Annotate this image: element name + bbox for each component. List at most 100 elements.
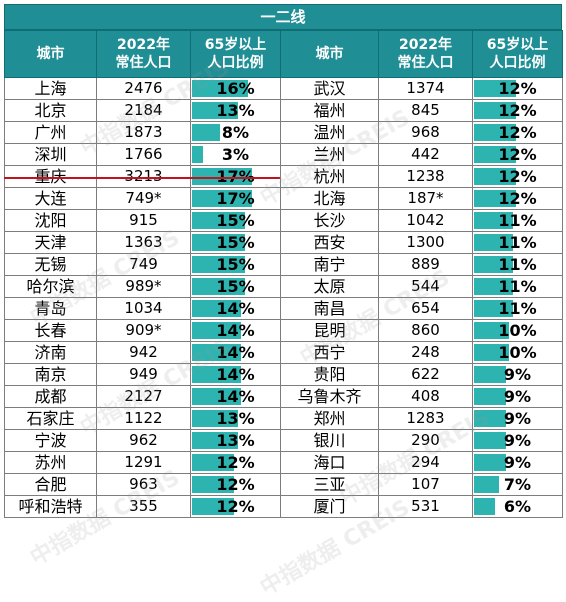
ratio-bar-fill bbox=[192, 498, 234, 515]
ratio-bar-fill bbox=[192, 410, 238, 427]
table-row: 济南 942 14% 西宁 248 10% bbox=[4, 341, 563, 364]
table-row: 深圳 1766 3% 兰州 442 12% bbox=[4, 143, 563, 166]
ratio-bar-fill bbox=[192, 432, 238, 449]
city-cell: 哈尔滨 bbox=[4, 275, 97, 298]
city-cell: 长沙 bbox=[280, 209, 379, 232]
population-cell: 442 bbox=[378, 143, 473, 166]
table-row: 无锡 749 15% 南宁 889 11% bbox=[4, 253, 563, 276]
population-cell: 909* bbox=[96, 319, 191, 342]
header-ratio-line2: 人口比例 bbox=[489, 55, 546, 71]
city-cell: 杭州 bbox=[280, 165, 379, 188]
table-row: 成都 2127 14% 乌鲁木齐 408 9% bbox=[4, 385, 563, 408]
table-row: 长春 909* 14% 昆明 860 10% bbox=[4, 319, 563, 342]
ratio-percent-label: 12% bbox=[498, 79, 537, 98]
population-cell: 622 bbox=[378, 363, 473, 386]
city-cell: 合肥 bbox=[4, 473, 97, 496]
ratio-bar-fill bbox=[474, 146, 516, 163]
ratio-percent-label: 17% bbox=[191, 166, 280, 187]
ratio-bar-fill bbox=[192, 234, 245, 251]
header-ratio-line1: 65岁以上 bbox=[486, 37, 549, 53]
population-cell: 2127 bbox=[96, 385, 191, 408]
city-cell: 呼和浩特 bbox=[4, 495, 97, 518]
ratio-bar-fill bbox=[474, 80, 516, 97]
ratio-bar-cell: 11% bbox=[472, 275, 563, 298]
population-cell: 544 bbox=[378, 275, 473, 298]
ratio-bar-fill bbox=[192, 322, 241, 339]
population-cell: 989* bbox=[96, 275, 191, 298]
ratio-bar-fill bbox=[192, 388, 241, 405]
ratio-bar-fill bbox=[192, 146, 203, 163]
ratio-percent-label: 17% bbox=[216, 189, 255, 208]
city-cell: 南昌 bbox=[280, 297, 379, 320]
city-cell: 大连 bbox=[4, 187, 97, 210]
population-cell: 845 bbox=[378, 99, 473, 122]
city-cell: 无锡 bbox=[4, 253, 97, 276]
city-cell: 沈阳 bbox=[4, 209, 97, 232]
ratio-bar-cell: 8% bbox=[190, 121, 281, 144]
population-cell: 1300 bbox=[378, 231, 473, 254]
ratio-bar-cell: 11% bbox=[472, 297, 563, 320]
ratio-percent-label: 7% bbox=[503, 475, 532, 494]
ratio-bar-fill bbox=[192, 190, 252, 207]
ratio-percent-label: 12% bbox=[216, 497, 255, 516]
header-row: 城市 2022年 常住人口 65岁以上 人口比例 城市 2022年 常住人口 6… bbox=[4, 30, 563, 78]
city-cell: 银川 bbox=[280, 429, 379, 452]
population-cell: 860 bbox=[378, 319, 473, 342]
ratio-bar-cell: 12% bbox=[472, 165, 563, 188]
ratio-percent-label: 15% bbox=[216, 255, 255, 274]
ratio-percent-label: 14% bbox=[216, 321, 255, 340]
population-cell: 1873 bbox=[96, 121, 191, 144]
city-cell: 长春 bbox=[4, 319, 97, 342]
ratio-bar-cell: 16% bbox=[190, 77, 281, 100]
population-cell: 749* bbox=[96, 187, 191, 210]
ratio-bar-cell: 9% bbox=[472, 363, 563, 386]
ratio-percent-label: 12% bbox=[216, 453, 255, 472]
population-cell: 2184 bbox=[96, 99, 191, 122]
header-pop-line2: 常住人口 bbox=[115, 55, 172, 71]
ratio-bar-cell: 11% bbox=[472, 209, 563, 232]
ratio-bar-cell: 11% bbox=[472, 231, 563, 254]
ratio-bar-fill bbox=[192, 124, 220, 141]
ratio-percent-label: 11% bbox=[498, 233, 537, 252]
ratio-bar-fill bbox=[474, 234, 513, 251]
ratio-percent-label: 9% bbox=[503, 365, 532, 384]
city-cell: 苏州 bbox=[4, 451, 97, 474]
ratio-bar-cell: 12% bbox=[190, 451, 281, 474]
ratio-bar-cell: 15% bbox=[190, 275, 281, 298]
ratio-percent-label: 15% bbox=[216, 277, 255, 296]
header-pop-line1: 2022年 bbox=[117, 37, 170, 53]
ratio-percent-label: 15% bbox=[216, 233, 255, 252]
population-cell: 1291 bbox=[96, 451, 191, 474]
ratio-percent-label: 16% bbox=[216, 79, 255, 98]
table-row: 青岛 1034 14% 南昌 654 11% bbox=[4, 297, 563, 320]
header-pop-right: 2022年 常住人口 bbox=[378, 30, 473, 78]
ratio-bar-fill bbox=[474, 344, 509, 361]
ratio-percent-label: 6% bbox=[503, 497, 532, 516]
ratio-percent-label: 13% bbox=[216, 431, 255, 450]
ratio-percent-label: 13% bbox=[216, 409, 255, 428]
ratio-bar-cell: 12% bbox=[472, 143, 563, 166]
ratio-percent-label: 9% bbox=[503, 409, 532, 428]
city-cell: 贵阳 bbox=[280, 363, 379, 386]
ratio-bar-fill bbox=[474, 168, 516, 185]
ratio-percent-label: 12% bbox=[498, 123, 537, 142]
city-cell: 北海 bbox=[280, 187, 379, 210]
ratio-bar-cell: 9% bbox=[472, 451, 563, 474]
ratio-bar-cell: 17% bbox=[190, 165, 281, 188]
table-row: 北京 2184 13% 福州 845 12% bbox=[4, 99, 563, 122]
ratio-bar-fill bbox=[192, 278, 245, 295]
header-pop-left: 2022年 常住人口 bbox=[96, 30, 191, 78]
ratio-bar-cell: 12% bbox=[472, 77, 563, 100]
ratio-bar-fill bbox=[474, 498, 495, 515]
ratio-bar-fill bbox=[192, 366, 241, 383]
ratio-bar-fill bbox=[192, 102, 238, 119]
tier-divider-line bbox=[4, 177, 280, 179]
city-cell: 青岛 bbox=[4, 297, 97, 320]
watermark-text: 中指数据 bbox=[256, 535, 345, 601]
ratio-bar-fill bbox=[474, 124, 516, 141]
table-title: 一二线 bbox=[4, 4, 562, 30]
ratio-bar-cell: 10% bbox=[472, 319, 563, 342]
population-cell: 963 bbox=[96, 473, 191, 496]
table-row: 呼和浩特 355 12% 厦门 531 6% bbox=[4, 495, 563, 518]
population-cell: 1122 bbox=[96, 407, 191, 430]
